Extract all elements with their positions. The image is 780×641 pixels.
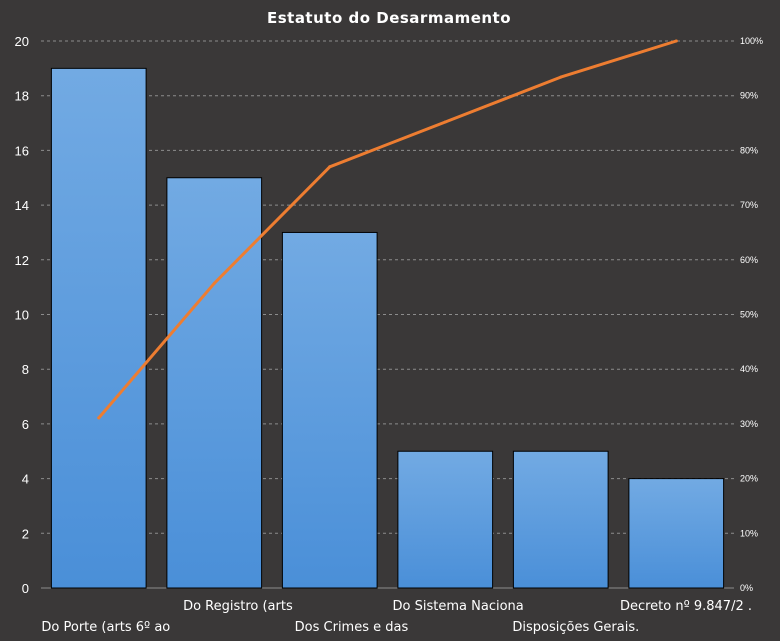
right-tick-label: 10% (740, 528, 758, 538)
bar (166, 177, 263, 589)
line-point (212, 281, 216, 285)
line-point (443, 120, 447, 124)
bar (512, 450, 609, 589)
left-tick-label: 12 (15, 253, 29, 268)
cumulative-line (97, 39, 678, 420)
line-point (674, 39, 678, 43)
right-tick-label: 30% (740, 419, 758, 429)
left-tick-label: 6 (22, 417, 29, 432)
right-tick-label: 100% (740, 36, 763, 46)
left-tick-label: 20 (15, 34, 29, 49)
bars (50, 67, 725, 589)
right-tick-label: 90% (740, 91, 758, 101)
right-tick-label: 50% (740, 310, 758, 320)
right-tick-label: 80% (740, 145, 758, 155)
left-tick-label: 4 (22, 472, 29, 487)
bar (281, 231, 378, 589)
bar (50, 67, 147, 589)
chart-title: Estatuto do Desarmamento (267, 9, 511, 27)
bar (628, 478, 725, 589)
right-axis-ticks: 0% 10% 20% 30% 40% 50% 60% 70% 80% 90% 100% (740, 36, 763, 593)
cumulative-line-group (97, 39, 678, 420)
right-tick-label: 20% (740, 474, 758, 484)
line-point (97, 416, 101, 420)
category-labels: Do Porte (arts 6º ao Do Registro (artsDos… (41, 599, 752, 635)
right-tick-label: 60% (740, 255, 758, 265)
left-axis-ticks: 0 2 4 6 8 10 12 14 16 18 20 (15, 34, 29, 596)
category-label: Disposições Gerais. (512, 620, 639, 635)
left-tick-label: 14 (15, 198, 29, 213)
category-label: Do Sistema Naciona (393, 599, 524, 614)
category-label: Dos Crimes e das (295, 620, 409, 635)
category-label: Do Porte (arts 6º ao (41, 620, 170, 635)
left-tick-label: 0 (22, 581, 29, 596)
right-tick-label: 70% (740, 200, 758, 210)
left-tick-label: 8 (22, 362, 29, 377)
left-tick-label: 18 (15, 89, 29, 104)
left-tick-label: 16 (15, 143, 29, 158)
gridlines (41, 40, 734, 589)
left-tick-label: 2 (22, 526, 29, 541)
right-tick-label: 0% (740, 583, 753, 593)
category-label: Decreto nº 9.847/2 . (620, 599, 752, 614)
line-point (559, 75, 563, 79)
left-tick-label: 10 (15, 308, 29, 323)
bar (397, 450, 494, 589)
category-label: Do Registro (arts (183, 599, 293, 614)
line-point (328, 165, 332, 169)
right-tick-label: 40% (740, 364, 758, 374)
